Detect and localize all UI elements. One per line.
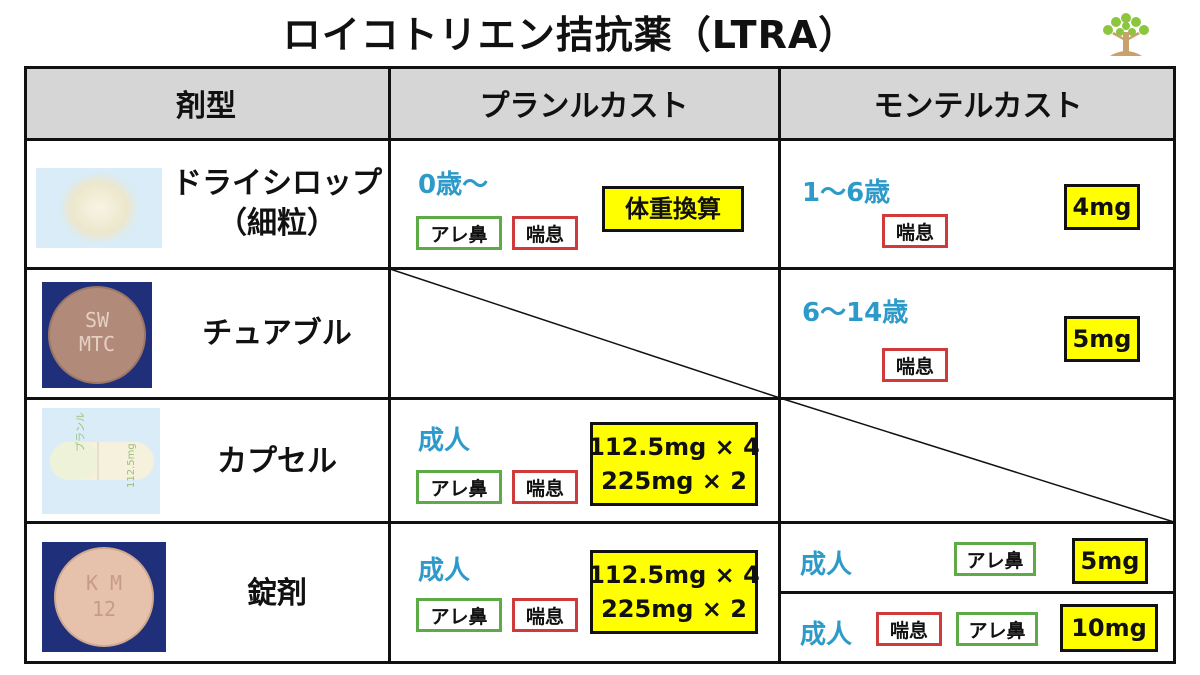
tree-logo-icon bbox=[1103, 13, 1149, 56]
header-montelukast: モンテルカスト bbox=[780, 66, 1176, 140]
form-chewable: チュアブル bbox=[202, 316, 352, 351]
dose-box: 5mg bbox=[1064, 316, 1140, 362]
tag-allergic-rhinitis: アレ鼻 bbox=[954, 542, 1036, 576]
dose-box: 5mg bbox=[1072, 538, 1148, 584]
tag-asthma: 喘息 bbox=[876, 612, 942, 646]
pill-imprint: SW MTC bbox=[42, 308, 152, 356]
dose-box: 体重換算 bbox=[602, 186, 744, 232]
tag-asthma: 喘息 bbox=[512, 216, 578, 250]
capsule-image: プランル 112.5mg bbox=[42, 408, 160, 514]
capsule-imprint-2: 112.5mg bbox=[126, 443, 137, 488]
capsule-imprint-1: プランル bbox=[76, 412, 87, 452]
pill-imprint-line2: MTC bbox=[78, 332, 116, 356]
header-form: 剤型 bbox=[24, 66, 388, 140]
grid-line bbox=[24, 661, 1176, 664]
form-dry-syrup-line2: （細粒） bbox=[217, 206, 337, 241]
age-label: 6～14歳 bbox=[802, 298, 909, 328]
tag-asthma: 喘息 bbox=[512, 598, 578, 632]
grid-line bbox=[24, 267, 1176, 270]
capsule-imprint: プランル bbox=[72, 412, 87, 452]
ltra-table: 剤型 プランルカスト モンテルカスト ドライシロップ （細粒） 0歳～ アレ鼻 … bbox=[24, 66, 1176, 664]
grid-line bbox=[778, 66, 781, 664]
grid-line bbox=[24, 66, 27, 664]
grid-line bbox=[780, 591, 1176, 594]
grid-line bbox=[1173, 66, 1176, 664]
tablet-image: K M 12 bbox=[42, 542, 166, 652]
dose-box: 4mg bbox=[1064, 184, 1140, 230]
page-title: ロイコトリエン拮抗薬（LTRA） bbox=[282, 13, 858, 57]
tag-allergic-rhinitis: アレ鼻 bbox=[416, 216, 502, 250]
grid-line bbox=[388, 66, 391, 664]
dose-box: 10mg bbox=[1060, 604, 1158, 652]
form-tablet: 錠剤 bbox=[247, 576, 307, 611]
capsule-imprint: 112.5mg bbox=[126, 443, 137, 488]
age-label: 成人 bbox=[418, 556, 471, 586]
form-dry-syrup-line1: ドライシロップ bbox=[172, 166, 382, 201]
tag-asthma: 喘息 bbox=[882, 214, 948, 248]
pill-imprint-line1: SW bbox=[84, 308, 110, 332]
tag-asthma: 喘息 bbox=[512, 470, 578, 504]
form-capsule: カプセル bbox=[217, 444, 337, 479]
tag-allergic-rhinitis: アレ鼻 bbox=[956, 612, 1038, 646]
age-label: 成人 bbox=[418, 426, 471, 456]
grid-line bbox=[24, 138, 1176, 141]
dose-line1: 112.5mg × 4 bbox=[588, 433, 760, 461]
age-label: 成人 bbox=[800, 620, 853, 650]
pill-imprint: K M 12 bbox=[42, 570, 166, 622]
header-pranlukast: プランルカスト bbox=[390, 66, 778, 140]
age-label: 0歳～ bbox=[418, 170, 489, 200]
dose-box: 112.5mg × 4 225mg × 2 bbox=[588, 550, 760, 634]
dry-syrup-image bbox=[36, 168, 162, 248]
chewable-image: SW MTC bbox=[42, 282, 152, 388]
grid-line bbox=[24, 66, 1176, 69]
form-dry-syrup: ドライシロップ （細粒） bbox=[166, 164, 388, 244]
pill-imprint-line2: 12 bbox=[91, 597, 117, 621]
age-label: 1～6歳 bbox=[802, 178, 891, 208]
grid-line bbox=[24, 521, 1176, 524]
dose-line2: 225mg × 2 bbox=[601, 595, 747, 623]
grid-line bbox=[24, 397, 1176, 400]
dose-line1: 112.5mg × 4 bbox=[588, 561, 760, 589]
dose-line2: 225mg × 2 bbox=[601, 467, 747, 495]
tag-asthma: 喘息 bbox=[882, 348, 948, 382]
dose-box: 112.5mg × 4 225mg × 2 bbox=[588, 422, 760, 506]
tag-allergic-rhinitis: アレ鼻 bbox=[416, 470, 502, 504]
tag-allergic-rhinitis: アレ鼻 bbox=[416, 598, 502, 632]
age-label: 成人 bbox=[800, 550, 853, 580]
pill-imprint-line1: K M bbox=[85, 571, 123, 595]
